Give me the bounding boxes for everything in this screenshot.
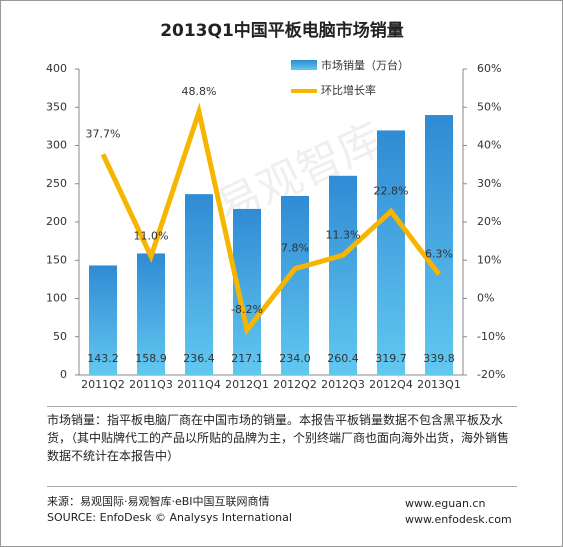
separator: [47, 486, 517, 487]
line-label: 6.3%: [425, 247, 453, 260]
x-tick-label: 2011Q2: [81, 378, 125, 391]
bar: [425, 115, 453, 375]
legend-label: 环比增长率: [321, 83, 376, 97]
y2-tick-label: 50%: [477, 100, 501, 113]
bar-label: 339.8: [423, 352, 455, 365]
y2-tick-label: 60%: [477, 62, 501, 75]
x-tick-label: 2013Q1: [417, 378, 461, 391]
line-label: 37.7%: [86, 127, 121, 140]
line-label: 11.0%: [134, 229, 169, 242]
y-tick-label: 400: [46, 62, 67, 75]
chart-title: 2013Q1中国平板电脑市场销量: [160, 20, 404, 41]
x-tick-label: 2012Q4: [369, 378, 413, 391]
bar: [329, 175, 357, 375]
line-label: -8.2%: [231, 303, 263, 316]
y-tick-label: 250: [46, 177, 67, 190]
x-tick-label: 2011Q3: [129, 378, 173, 391]
bar-label: 234.0: [279, 352, 311, 365]
line: [100, 102, 441, 336]
source-cn: 来源：易观国际·易观智库·eBI中国互联网商情: [47, 495, 270, 508]
y2-tick-label: 10%: [477, 253, 501, 266]
y-tick-label: 50: [53, 330, 67, 343]
chart: 2013Q1中国平板电脑市场销量 易观智库 050100150200250300…: [46, 20, 505, 391]
y-tick-label: 0: [60, 368, 67, 381]
bar-label: 319.7: [375, 352, 407, 365]
bar: [137, 253, 165, 375]
legend-label: 市场销量（万台）: [321, 58, 409, 72]
note: 市场销量：指平板电脑厂商在中国市场的销量。本报告平板销量数据不包含黑平板及水货，…: [47, 413, 510, 463]
line-label: 7.8%: [281, 242, 309, 255]
x-tick-label: 2012Q1: [225, 378, 269, 391]
y-tick-label: 100: [46, 292, 67, 305]
bar: [89, 265, 117, 375]
y-tick-label: 150: [46, 253, 67, 266]
x-tick-label: 2011Q4: [177, 378, 221, 391]
x-tick-label: 2012Q3: [321, 378, 365, 391]
bar: [281, 195, 309, 375]
y2-tick-label: -10%: [477, 330, 505, 343]
y-tick-label: 350: [46, 100, 67, 113]
separator: [47, 406, 517, 407]
url: www.enfodesk.com: [405, 513, 512, 526]
line-label: 48.8%: [182, 85, 217, 98]
y-tick-label: 300: [46, 139, 67, 152]
y-tick-label: 200: [46, 215, 67, 228]
y2-tick-label: 30%: [477, 177, 501, 190]
url: www.eguan.cn: [405, 497, 486, 510]
line-label: 22.8%: [374, 184, 409, 197]
y2-tick-label: 40%: [477, 139, 501, 152]
bar-label: 158.9: [135, 352, 167, 365]
y2-tick-label: 0%: [477, 292, 494, 305]
bar-label: 236.4: [183, 352, 215, 365]
bar-label: 260.4: [327, 352, 359, 365]
bar-label: 143.2: [87, 352, 119, 365]
bar-label: 217.1: [231, 352, 263, 365]
y2-tick-label: -20%: [477, 368, 505, 381]
bar: [377, 130, 405, 375]
bar: [185, 194, 213, 375]
y2-tick-label: 20%: [477, 215, 501, 228]
x-tick-label: 2012Q2: [273, 378, 317, 391]
line-label: 11.3%: [326, 228, 361, 241]
legend-swatch: [291, 60, 317, 70]
source-en: SOURCE: EnfoDesk © Analysys Internationa…: [47, 511, 292, 524]
